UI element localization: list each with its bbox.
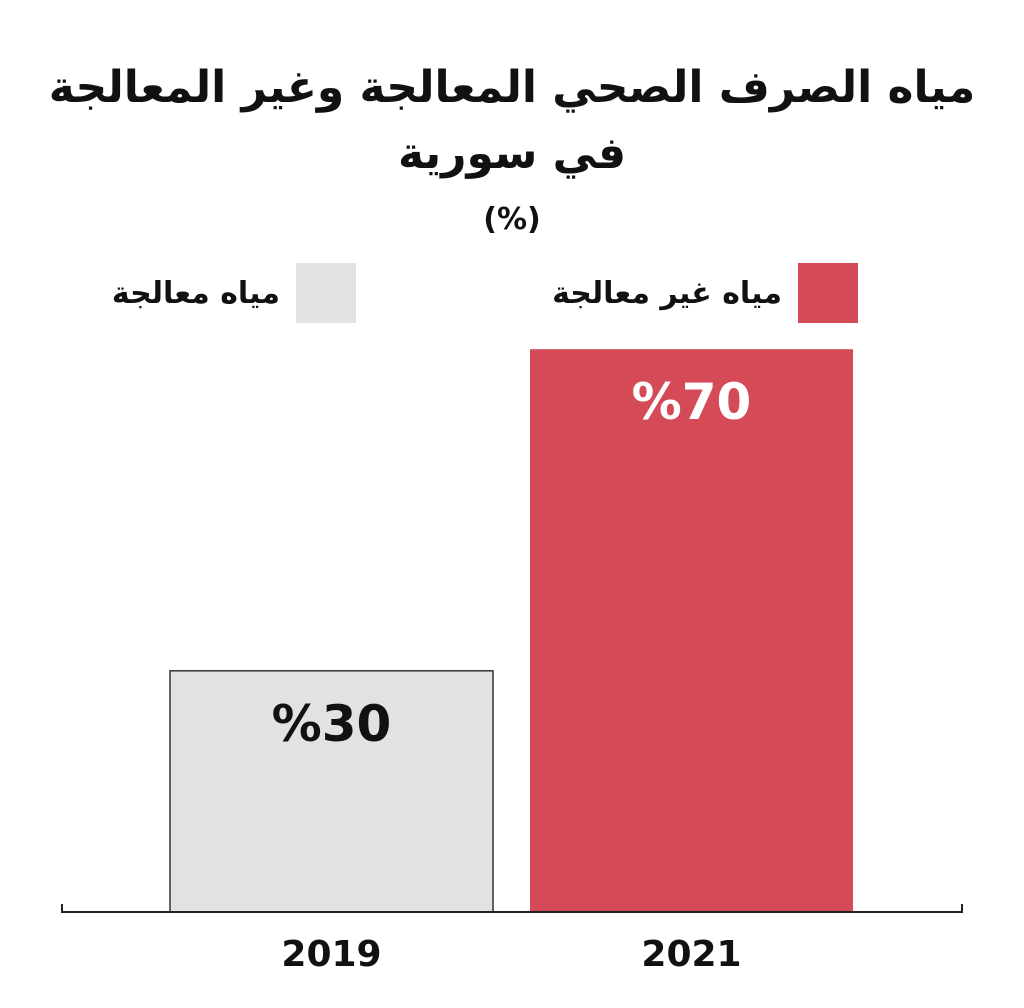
legend-label-treated: مياه معالجة [111, 275, 280, 311]
legend-item-untreated: مياه غير معالجة [552, 262, 858, 324]
bar-2019 [169, 670, 494, 913]
legend-item-treated: مياه معالجة [112, 262, 356, 324]
x-axis-line [61, 904, 963, 913]
chart-title-line-1: مياه الصرف الصحي المعالجة وغير المعالجة [48, 62, 976, 113]
value-label-2019: %30 [272, 695, 392, 753]
legend-swatch-untreated [798, 263, 858, 323]
legend-swatch-treated [296, 263, 356, 323]
chart-title-line-2: في سورية [397, 128, 627, 179]
value-label-2021: %70 [632, 373, 752, 431]
x-tick-label-2021: 2021 [641, 934, 741, 975]
legend-label-untreated: مياه غير معالجة [552, 275, 782, 311]
x-tick-label-2019: 2019 [281, 934, 381, 975]
chart-subtitle: (%) [483, 202, 541, 237]
bar-2021 [530, 349, 853, 912]
